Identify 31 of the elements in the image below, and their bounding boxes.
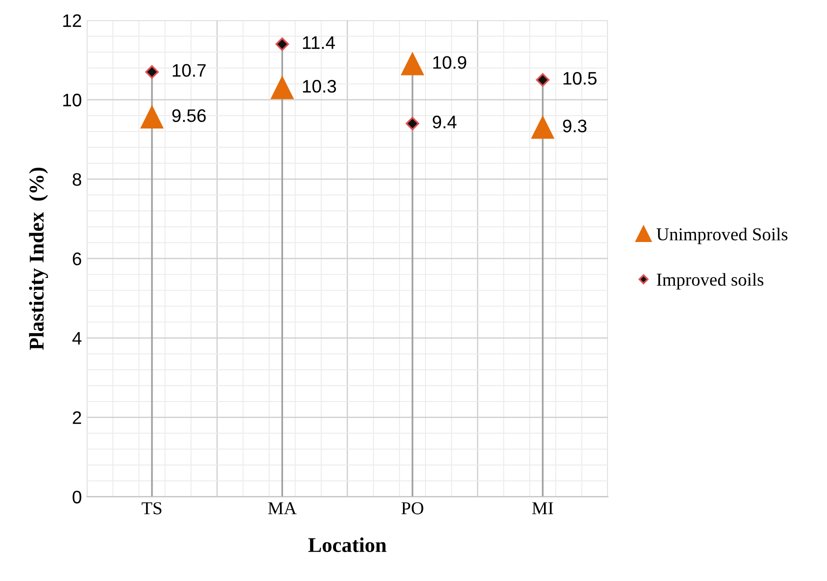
point — [140, 106, 164, 128]
data-label: 9.4 — [432, 116, 456, 128]
data-label: 10.9 — [433, 56, 466, 69]
data-label: 9.3 — [563, 120, 586, 132]
data-label: 10.3 — [303, 80, 336, 93]
y-tick-label: 4 — [72, 332, 82, 344]
point — [531, 116, 554, 139]
y-axis-title: Plasticity Index (%) — [29, 168, 48, 350]
data-label: 11.4 — [303, 36, 335, 49]
y-tick-label: 10 — [63, 94, 82, 106]
data-label: 9.56 — [172, 109, 206, 122]
point — [275, 37, 289, 51]
point — [536, 73, 550, 87]
x-tick-label: TS — [142, 502, 162, 514]
data-label: 10.7 — [172, 64, 206, 77]
x-tick-label: MA — [268, 502, 297, 514]
point — [406, 116, 420, 130]
x-tick-label: MI — [532, 502, 554, 514]
y-tick-label: 8 — [72, 173, 82, 186]
x-tick-label: PO — [401, 502, 424, 514]
y-tick-label: 2 — [72, 411, 82, 424]
point — [145, 65, 159, 79]
legend-label: Improved soils — [656, 273, 764, 290]
point — [401, 52, 424, 76]
data-label: 10.5 — [564, 72, 597, 85]
y-tick-label: 0 — [72, 490, 82, 504]
legend-label: Unimproved Soils — [656, 228, 788, 244]
point — [270, 76, 294, 100]
y-tick-label: 6 — [72, 252, 82, 266]
x-axis-title: Location — [308, 537, 386, 552]
y-tick-label: 12 — [63, 14, 82, 27]
